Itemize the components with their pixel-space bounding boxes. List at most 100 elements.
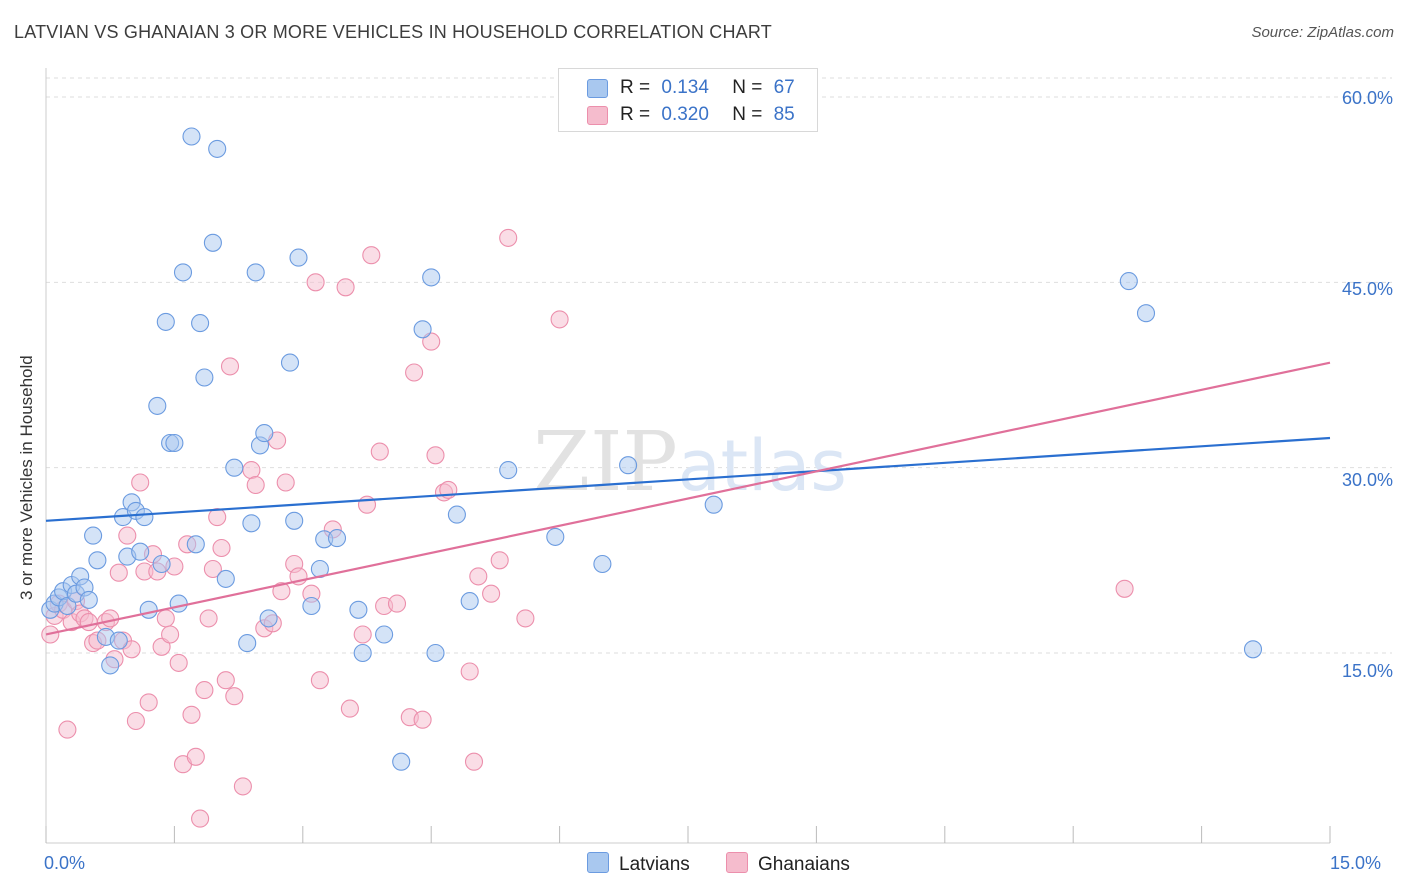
latvians-point-52 (375, 625, 394, 644)
ghanaians-point-55 (310, 671, 329, 690)
latvians-n-value: 67 (773, 77, 795, 98)
ghanaians-point-13 (101, 609, 120, 628)
latvians-point-36 (225, 458, 244, 477)
ghanaians-point-78 (516, 609, 535, 628)
latvians-legend-swatch (587, 852, 609, 873)
ghanaians-point-69 (426, 446, 445, 465)
watermark: ZIPatlas (533, 415, 847, 510)
latvians-point-55 (422, 268, 441, 287)
ghanaians-point-18 (122, 640, 141, 659)
ghanaians-n-value: 85 (773, 104, 795, 125)
latvians-point-21 (139, 600, 158, 619)
gridlines (46, 77, 1392, 654)
latvians-point-53 (392, 752, 411, 771)
latvians-point-32 (195, 368, 214, 387)
y-axis-label: 3 or more Vehicles in Household (17, 355, 36, 600)
ghanaians-r-value: 0.320 (661, 104, 709, 125)
ghanaians-point-27 (161, 625, 180, 644)
latvians-point-41 (255, 424, 274, 443)
latvians-swatch (587, 79, 608, 98)
y-tick-label-45: 45.0% (1341, 279, 1393, 299)
latvians-point-14 (109, 631, 128, 650)
latvians-point-31 (191, 314, 210, 333)
ghanaians-point-45 (246, 475, 265, 495)
latvians-point-19 (131, 542, 150, 561)
latvians-point-33 (203, 233, 222, 252)
ghanaians-point-44 (242, 461, 261, 480)
latvians-point-11 (88, 551, 107, 570)
ghanaians-point-33 (186, 747, 205, 766)
ghanaians-point-58 (340, 699, 359, 718)
ghanaians-point-77 (499, 228, 518, 247)
latvians-point-9 (79, 590, 98, 609)
latvians-point-51 (353, 643, 372, 663)
bottom-legend-latvians: Latvians (587, 852, 690, 876)
ghanaians-point-41 (220, 357, 240, 376)
ghanaians-point-76 (490, 551, 509, 570)
latvians-point-64 (1119, 272, 1138, 291)
latvians-point-49 (327, 529, 347, 548)
latvians-point-50 (349, 600, 368, 619)
y-tick-label-60: 60.0% (1341, 88, 1393, 108)
ghanaians-point-22 (139, 693, 158, 712)
latvians-point-60 (546, 527, 565, 546)
correlation-legend: R = 0.134 N = 67 R = 0.320 N = 85 (558, 68, 818, 132)
ghanaians-point-61 (362, 246, 381, 265)
ghanaians-point-34 (191, 809, 210, 828)
ghanaians-point-38 (208, 508, 227, 527)
ghanaians-point-32 (182, 705, 201, 724)
ghanaians-point-80 (1115, 579, 1134, 598)
y-axis-label-wrap: 3 or more Vehicles in Household (17, 355, 37, 620)
ghanaians-point-64 (387, 594, 407, 613)
latvians-point-20 (135, 508, 154, 527)
latvians-point-29 (182, 127, 201, 146)
latvians-point-61 (593, 554, 612, 574)
latvians-point-27 (169, 594, 188, 613)
ghanaians-legend-label: Ghanaians (758, 854, 850, 875)
trend-lines (45, 361, 1331, 636)
x-tick-label-min: 0.0% (44, 853, 86, 873)
r-label: R = (620, 77, 651, 98)
latvians-point-63 (704, 495, 723, 514)
latvians-point-35 (216, 569, 235, 588)
latvians-point-28 (173, 263, 193, 282)
latvians-point-26 (165, 433, 184, 453)
ghanaians-point-37 (203, 559, 222, 579)
ghanaians-point-15 (109, 563, 128, 582)
latvians-point-44 (280, 353, 300, 372)
ghanaians-point-4 (58, 720, 77, 739)
latvians-point-10 (84, 526, 103, 545)
y-tick-label-15: 15.0% (1341, 661, 1393, 681)
y-tick-label-30: 30.0% (1341, 470, 1393, 490)
latvians-point-34 (208, 139, 227, 158)
latvians-point-24 (156, 312, 175, 331)
ghanaians-point-25 (152, 637, 171, 656)
latvians-point-38 (242, 514, 261, 533)
n-label: N = (732, 104, 763, 125)
ghanaians-point-50 (276, 473, 295, 492)
latvians-point-46 (302, 596, 321, 616)
ghanaians-trend-line (45, 361, 1331, 636)
ghanaians-point-36 (199, 609, 218, 628)
ghanaians-swatch (587, 106, 608, 125)
latvians-point-54 (413, 320, 432, 339)
series-latvians-points (41, 127, 1263, 771)
ghanaians-point-35 (195, 681, 214, 700)
bottom-legend-ghanaians: Ghanaians (726, 852, 850, 876)
x-tick-label-max: 15.0% (1330, 853, 1382, 873)
ghanaians-point-20 (131, 473, 150, 492)
ghanaians-point-26 (156, 609, 175, 628)
latvians-point-58 (460, 592, 479, 611)
latvians-point-66 (1243, 640, 1263, 659)
ghanaians-point-9 (79, 613, 98, 632)
latvians-point-4 (58, 596, 77, 616)
ghanaians-point-74 (469, 567, 488, 586)
ghanaians-point-68 (422, 332, 441, 351)
latvians-point-65 (1136, 304, 1156, 323)
ghanaians-point-75 (482, 584, 501, 603)
ghanaians-point-49 (272, 582, 291, 601)
latvians-r-value: 0.134 (661, 77, 709, 98)
latvians-point-23 (152, 554, 171, 574)
ghanaians-point-73 (464, 752, 484, 771)
